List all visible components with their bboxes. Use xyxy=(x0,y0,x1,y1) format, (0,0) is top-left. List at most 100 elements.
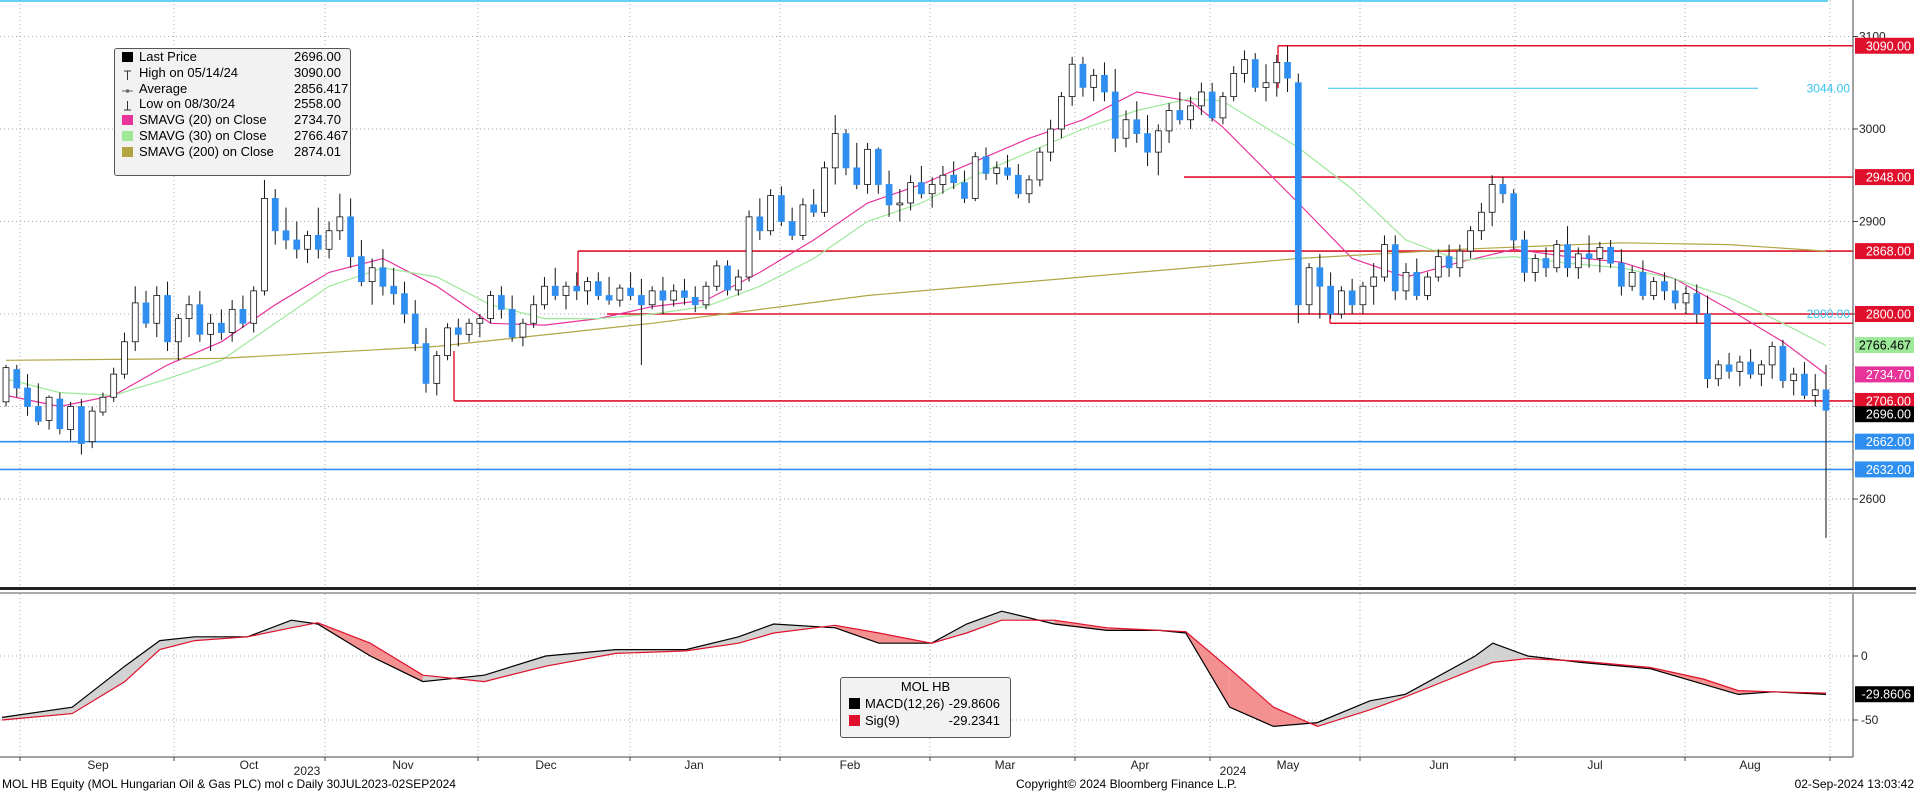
candle-body xyxy=(1434,256,1442,278)
level-value-tag: 3090.00 xyxy=(1866,39,1911,53)
macd-value-tag-background xyxy=(1855,686,1914,703)
legend-value: -29.2341 xyxy=(948,713,1000,728)
x-tick-label: Jan xyxy=(684,758,703,772)
candle-body xyxy=(498,295,505,310)
candle-body xyxy=(594,281,602,296)
candle-body xyxy=(1316,267,1324,287)
candle-body xyxy=(1327,285,1334,315)
high-marker-icon xyxy=(122,68,133,80)
candle-body xyxy=(745,216,753,278)
legend-row: Last Price 2696.00 xyxy=(115,49,350,65)
candle-body xyxy=(1294,82,1302,306)
candle-body xyxy=(907,182,914,204)
legend-label: Low on 08/30/24 xyxy=(139,96,236,112)
candle-body xyxy=(1671,290,1679,304)
candle-body xyxy=(325,230,333,250)
candle-body xyxy=(1467,230,1474,252)
candle-body xyxy=(896,202,904,206)
candle-body xyxy=(971,156,979,199)
x-tick-label: Nov xyxy=(392,758,413,772)
legend-value: 3090.00 xyxy=(294,64,341,80)
candle-body xyxy=(1424,276,1431,296)
candle-body xyxy=(1262,82,1270,88)
candle-body xyxy=(1090,74,1098,88)
macd-divergence-fill xyxy=(1370,694,1406,710)
legend-value: 2856.417 xyxy=(294,80,349,96)
year-label: 2023 xyxy=(294,764,321,778)
candle-body xyxy=(411,313,419,345)
candle-body xyxy=(1187,105,1194,121)
candle-body xyxy=(831,133,839,169)
candle-body xyxy=(433,355,441,384)
candle-body xyxy=(1628,271,1636,287)
legend-row: SMAVG (20) on Close 2734.70 xyxy=(115,112,350,128)
candle-body xyxy=(713,265,721,287)
candle-body xyxy=(1208,91,1216,119)
candle-body xyxy=(918,182,925,195)
legend-label: Average xyxy=(139,80,188,96)
green-square-icon xyxy=(122,130,133,141)
macd-divergence-fill xyxy=(1492,643,1528,663)
candle-body xyxy=(121,341,128,375)
candle-body xyxy=(724,265,731,291)
low-marker-icon xyxy=(122,99,133,111)
candle-body xyxy=(1445,256,1453,269)
legend-label: SMAVG (30) on Close xyxy=(139,127,267,143)
level-value-tag: 2868.00 xyxy=(1866,245,1911,259)
candle-body xyxy=(1499,184,1507,195)
black-square-icon xyxy=(122,52,133,62)
candle-body xyxy=(56,398,64,430)
level-value-tag: 2948.00 xyxy=(1866,171,1911,185)
macd-divergence-fill xyxy=(1229,668,1274,727)
candle-body xyxy=(1596,246,1604,259)
candle-body xyxy=(422,343,430,384)
candle-body xyxy=(1725,364,1733,372)
candle-body xyxy=(993,167,1001,174)
candle-body xyxy=(67,406,74,431)
candle-body xyxy=(164,295,171,343)
candle-body xyxy=(939,174,947,185)
candle-body xyxy=(1510,193,1518,241)
footer-copyright: Copyright© 2024 Bloomberg Finance L.P. xyxy=(1016,777,1237,791)
candle-body xyxy=(207,322,214,335)
candle-body xyxy=(131,302,139,343)
legend-row: Low on 08/30/24 2558.00 xyxy=(115,96,350,112)
candle-body xyxy=(1413,271,1421,296)
red-square-icon xyxy=(849,715,860,726)
candle-body xyxy=(874,148,882,185)
macd-divergence-fill xyxy=(545,649,616,667)
candle-body xyxy=(1704,313,1711,380)
moving-average-line xyxy=(5,242,1827,361)
macd-divergence-fill xyxy=(484,656,546,682)
candle-body xyxy=(648,290,656,306)
macd-divergence-fill xyxy=(1475,643,1493,669)
x-tick-label: Apr xyxy=(1131,758,1150,772)
macd-series-line xyxy=(1,610,1827,728)
candle-body xyxy=(616,287,624,301)
candle-body xyxy=(1391,244,1399,292)
macd-legend: MOL HB MACD(12,26) -29.8606 Sig(9) -29.2… xyxy=(840,677,1011,738)
candle-body xyxy=(961,182,968,199)
candle-body xyxy=(864,148,871,185)
legend-label: Last Price xyxy=(139,49,197,64)
candle-body xyxy=(573,285,581,292)
moving-average-line xyxy=(5,97,1827,397)
candle-body xyxy=(1305,267,1313,306)
candle-body xyxy=(756,216,764,232)
candle-body xyxy=(1758,364,1765,375)
candle-body xyxy=(465,322,473,335)
candle-body xyxy=(950,174,958,184)
level-label-cyan: 3044.00 xyxy=(1807,81,1851,95)
candle-body xyxy=(153,295,161,324)
candle-body xyxy=(702,285,710,306)
average-marker-icon xyxy=(122,84,133,94)
legend-row: Average 2856.417 xyxy=(115,81,350,97)
candle-body xyxy=(1822,389,1830,411)
candle-body xyxy=(627,287,634,296)
candle-body xyxy=(239,308,247,324)
level-value-tag-background xyxy=(1855,306,1914,322)
candle-body xyxy=(530,304,538,324)
candle-body xyxy=(691,296,699,306)
level-value-tag-background xyxy=(1855,169,1914,186)
